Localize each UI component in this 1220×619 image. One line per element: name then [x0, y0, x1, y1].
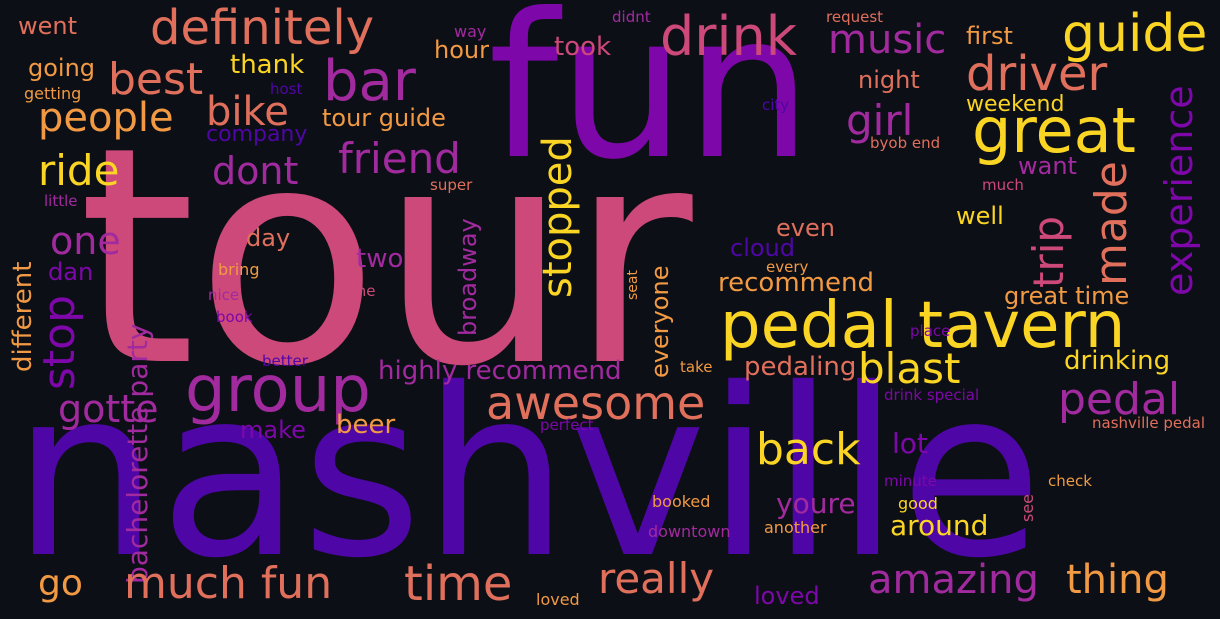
word-friend: friend — [338, 134, 461, 183]
word-much: much — [982, 176, 1024, 194]
word-pedal-tavern: pedal tavern — [720, 289, 1126, 363]
word-cloud: cloud — [730, 234, 795, 262]
word-day: day — [246, 224, 291, 252]
word-pedaling: pedaling — [744, 352, 857, 382]
word-fun: fun — [488, 0, 812, 204]
word-stopped: stopped — [535, 136, 581, 298]
word-one: stop — [34, 294, 85, 390]
word-guide: guide — [1062, 4, 1208, 64]
word-check: good — [898, 494, 938, 513]
word-ride: ride — [38, 146, 120, 195]
word-stop: one — [50, 219, 121, 263]
word-time: time — [404, 556, 513, 612]
word-every: every — [766, 258, 809, 276]
word-great-time: great time — [1004, 282, 1130, 310]
word-bar: bar — [323, 49, 416, 114]
word-another: loved — [754, 582, 820, 610]
word-experience: experience — [1157, 85, 1201, 296]
word-request: request — [826, 8, 884, 26]
word-see: check — [1048, 472, 1092, 490]
word-booked: downtown — [648, 522, 731, 541]
word-want: want — [1018, 152, 1077, 180]
word-bike: bike — [206, 89, 289, 135]
word-first: first — [966, 22, 1013, 50]
word-dan: dan — [48, 258, 94, 286]
word-company: company — [206, 122, 308, 147]
word-getting: getting — [24, 84, 82, 103]
word-youre: youre — [776, 487, 856, 520]
word-everyone: everyone — [646, 265, 674, 378]
word-take: take — [680, 358, 713, 376]
word-thank: thank — [230, 50, 305, 80]
word-night: night — [858, 66, 920, 94]
word-loved: loved — [536, 590, 580, 609]
word-good: booked — [652, 492, 711, 511]
word-awesome: awesome — [486, 376, 706, 430]
word-broadway: broadway — [454, 218, 482, 336]
word-host: host — [270, 80, 303, 98]
word-hour: hour — [434, 36, 489, 64]
word-really: really — [598, 554, 715, 603]
word-took: took — [554, 32, 612, 62]
word-place: drink special — [884, 386, 980, 404]
word-perfect: nashville pedal — [1092, 414, 1206, 432]
word-drinking: drinking — [1064, 346, 1171, 376]
word-lot: lot — [892, 427, 928, 460]
word-went: went — [18, 12, 78, 40]
word-girl: girl — [846, 96, 914, 145]
word-bachelorette-party: bachelorette party — [121, 323, 154, 584]
word-blast: blast — [858, 344, 961, 393]
word-nice: nice — [208, 286, 240, 304]
word-city: city — [762, 96, 790, 114]
word-go: go — [38, 563, 83, 604]
word-highly-recommend: highly recommend — [378, 356, 622, 386]
word-people: people — [38, 95, 174, 141]
word-done: done — [338, 282, 376, 300]
word-back: back — [756, 424, 861, 475]
word-different: different — [8, 261, 38, 372]
word-tour: tour — [78, 83, 693, 432]
word-driver: driver — [966, 46, 1108, 102]
word-beer: beer — [336, 410, 396, 440]
word-downtown: another — [764, 518, 827, 537]
word-gotte: gotte — [58, 387, 159, 431]
word-byob-end: byob end — [870, 134, 941, 152]
word-make: make — [240, 416, 306, 444]
word-nashville-pedal: see — [1018, 493, 1037, 522]
word-much-fun: much fun — [124, 558, 333, 609]
word-thing: thing — [1066, 557, 1169, 603]
word-two: two — [356, 244, 404, 274]
word-little: little — [44, 192, 78, 210]
word-well: well — [956, 202, 1004, 230]
word-didnt: didnt — [612, 8, 651, 26]
word-group: group — [185, 353, 371, 427]
word-trip: trip — [1024, 215, 1073, 288]
word-definitely: definitely — [150, 0, 375, 56]
word-must: seat — [625, 270, 641, 300]
word-weekend: weekend — [966, 92, 1065, 117]
word-way: way — [454, 22, 487, 41]
word-bring: bring — [218, 260, 260, 279]
word-tour-guide: tour guide — [322, 104, 446, 132]
word-best: best — [108, 54, 204, 105]
word-seat: better — [262, 352, 308, 370]
word-amazing: amazing — [868, 557, 1039, 603]
word-super: super — [430, 176, 473, 194]
word-music: music — [828, 17, 947, 63]
word-recommend: recommend — [718, 268, 874, 298]
word-minute: minute — [884, 472, 937, 490]
word-made: made — [1086, 161, 1137, 286]
word-nashville: nashville — [12, 339, 1043, 609]
word-even: even — [776, 214, 835, 242]
word-book: book — [216, 308, 253, 326]
word-better: place — [910, 322, 951, 340]
word-drink: drink — [660, 5, 797, 68]
word-drink-special: perfect — [540, 416, 594, 434]
word-going: going — [28, 54, 96, 82]
word-great: great — [972, 94, 1136, 167]
word-dont: dont — [212, 149, 299, 193]
word-around: around — [890, 509, 989, 542]
word-pedal: pedal — [1058, 374, 1181, 425]
